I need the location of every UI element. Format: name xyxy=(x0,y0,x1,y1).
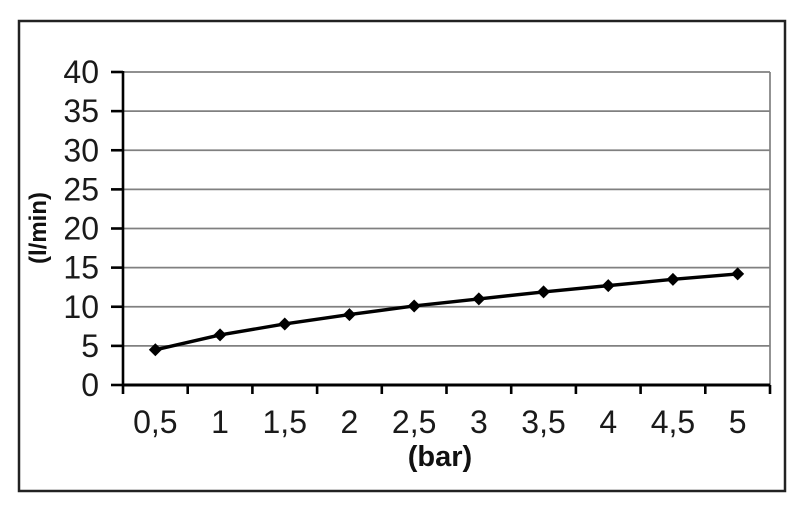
y-tick-label: 40 xyxy=(63,54,99,90)
data-point-marker xyxy=(407,299,421,313)
x-tick-label: 1 xyxy=(211,404,229,440)
data-point-marker xyxy=(342,308,356,322)
data-point-marker xyxy=(472,292,486,306)
y-tick-label: 35 xyxy=(63,93,99,129)
data-point-marker xyxy=(731,267,745,281)
chart-border-frame xyxy=(17,19,787,493)
y-tick-label: 25 xyxy=(63,171,99,207)
y-tick-label: 0 xyxy=(81,367,99,403)
x-tick-label: 2 xyxy=(341,404,359,440)
gridlines xyxy=(123,71,771,385)
x-axis-title: (bar) xyxy=(408,441,472,473)
y-tick-label: 30 xyxy=(63,132,99,168)
data-point-marker xyxy=(278,317,292,331)
x-tick-label: 5 xyxy=(729,404,747,440)
y-tick-label: 10 xyxy=(63,289,99,325)
x-tick-label: 4,5 xyxy=(651,404,695,440)
y-tick-label: 15 xyxy=(63,250,99,286)
x-tick-label: 3,5 xyxy=(521,404,565,440)
axes xyxy=(111,70,772,394)
data-point-marker xyxy=(666,272,680,286)
series-line xyxy=(154,272,738,352)
data-point-marker xyxy=(537,285,551,299)
x-tick-label: 2,5 xyxy=(392,404,436,440)
y-axis-title: (l/min) xyxy=(25,192,52,264)
data-point-marker xyxy=(148,343,162,357)
data-point-marker xyxy=(213,328,227,342)
x-tick-label: 1,5 xyxy=(263,404,307,440)
x-tick-label: 3 xyxy=(470,404,488,440)
flow-curve-series xyxy=(148,267,745,357)
x-tick-label: 4 xyxy=(599,404,617,440)
y-tick-label: 20 xyxy=(63,211,99,247)
y-tick-label: 5 xyxy=(81,328,99,364)
x-tick-label: 0,5 xyxy=(133,404,177,440)
data-point-marker xyxy=(601,279,615,293)
